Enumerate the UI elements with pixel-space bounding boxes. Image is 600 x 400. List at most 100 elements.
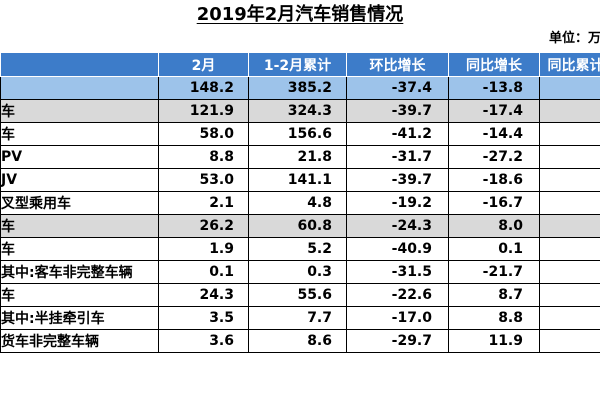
cell-yoy-growth[interactable]: -17.4: [448, 99, 540, 123]
category-label: JV: [1, 172, 18, 188]
cell-feb[interactable]: 26.2: [158, 214, 249, 238]
cell-yoy-growth[interactable]: 11.9: [448, 329, 540, 353]
table-row: 车 24.3 55.6 -22.6 8.7: [0, 283, 600, 307]
cell-mom-growth[interactable]: -40.9: [346, 237, 449, 261]
cell-yoy-cumulative[interactable]: [539, 283, 600, 307]
table-row: 货车非完整车辆 3.6 8.6 -29.7 11.9: [0, 329, 600, 353]
cell-category[interactable]: 车: [0, 237, 159, 261]
cell-category[interactable]: 车: [0, 214, 159, 238]
cell-yoy-cumulative[interactable]: [539, 237, 600, 261]
table-row: 148.2 385.2 -37.4 -13.8: [0, 76, 600, 100]
cell-yoy-growth[interactable]: 8.7: [448, 283, 540, 307]
cell-category[interactable]: 其中:半挂牵引车: [0, 306, 159, 330]
column-header-category[interactable]: [0, 52, 159, 77]
category-label: 其中:客车非完整车辆: [1, 265, 133, 281]
cell-category[interactable]: 其中:客车非完整车辆: [0, 260, 159, 284]
cell-yoy-cumulative[interactable]: [539, 329, 600, 353]
cell-cumulative[interactable]: 141.1: [248, 168, 347, 192]
cell-mom-growth[interactable]: -41.2: [346, 122, 449, 146]
cell-cumulative[interactable]: 0.3: [248, 260, 347, 284]
cell-cumulative[interactable]: 8.6: [248, 329, 347, 353]
cell-yoy-cumulative[interactable]: [539, 122, 600, 146]
column-header-cumulative[interactable]: 1-2月累计: [248, 52, 347, 77]
cell-cumulative[interactable]: 60.8: [248, 214, 347, 238]
category-label: 车: [1, 104, 16, 120]
cell-yoy-cumulative[interactable]: [539, 145, 600, 169]
cell-mom-growth[interactable]: -31.5: [346, 260, 449, 284]
column-header-yoy-growth[interactable]: 同比增长: [448, 52, 540, 77]
sales-table: 2月 1-2月累计 环比增长 同比增长 同比累计 148.2 385.2 -37.4…: [0, 52, 600, 353]
cell-feb[interactable]: 0.1: [158, 260, 249, 284]
cell-cumulative[interactable]: 4.8: [248, 191, 347, 215]
cell-feb[interactable]: 53.0: [158, 168, 249, 192]
cell-category[interactable]: 车: [0, 99, 159, 123]
cell-cumulative[interactable]: 156.6: [248, 122, 347, 146]
cell-category[interactable]: [0, 76, 159, 100]
cell-yoy-cumulative[interactable]: [539, 99, 600, 123]
unit-label: 单位：万: [549, 31, 600, 46]
cell-yoy-growth[interactable]: -16.7: [448, 191, 540, 215]
category-label: 车: [1, 127, 16, 143]
category-label: 车: [1, 288, 16, 304]
cell-mom-growth[interactable]: -29.7: [346, 329, 449, 353]
cell-mom-growth[interactable]: -37.4: [346, 76, 449, 100]
cell-category[interactable]: 车: [0, 283, 159, 307]
cell-mom-growth[interactable]: -39.7: [346, 99, 449, 123]
cell-feb[interactable]: 3.6: [158, 329, 249, 353]
cell-feb[interactable]: 58.0: [158, 122, 249, 146]
cell-mom-growth[interactable]: -22.6: [346, 283, 449, 307]
cell-category[interactable]: PV: [0, 145, 159, 169]
table-row: JV 53.0 141.1 -39.7 -18.6: [0, 168, 600, 192]
cell-category[interactable]: 货车非完整车辆: [0, 329, 159, 353]
cell-cumulative[interactable]: 55.6: [248, 283, 347, 307]
cell-cumulative[interactable]: 324.3: [248, 99, 347, 123]
cell-mom-growth[interactable]: -24.3: [346, 214, 449, 238]
cell-yoy-growth[interactable]: -14.4: [448, 122, 540, 146]
table-row: 其中:客车非完整车辆 0.1 0.3 -31.5 -21.7: [0, 260, 600, 284]
sheet-title: 2019年2月汽车销售情况: [196, 4, 404, 25]
cell-yoy-growth[interactable]: -27.2: [448, 145, 540, 169]
cell-yoy-cumulative[interactable]: [539, 76, 600, 100]
table-row: 其中:半挂牵引车 3.5 7.7 -17.0 8.8: [0, 306, 600, 330]
cell-category[interactable]: JV: [0, 168, 159, 192]
cell-category[interactable]: 车: [0, 122, 159, 146]
cell-yoy-growth[interactable]: -21.7: [448, 260, 540, 284]
cell-feb[interactable]: 148.2: [158, 76, 249, 100]
category-label: 叉型乘用车: [1, 196, 72, 212]
column-header-mom-growth[interactable]: 环比增长: [346, 52, 449, 77]
header-row: 2月 1-2月累计 环比增长 同比增长 同比累计: [0, 52, 600, 77]
cell-feb[interactable]: 8.8: [158, 145, 249, 169]
category-label: 货车非完整车辆: [1, 334, 100, 350]
sales-table-container: 2月 1-2月累计 环比增长 同比增长 同比累计 148.2 385.2 -37.4…: [0, 52, 600, 400]
cell-feb[interactable]: 2.1: [158, 191, 249, 215]
cell-yoy-growth[interactable]: 8.8: [448, 306, 540, 330]
cell-yoy-cumulative[interactable]: [539, 168, 600, 192]
cell-feb[interactable]: 121.9: [158, 99, 249, 123]
table-row: PV 8.8 21.8 -31.7 -27.2: [0, 145, 600, 169]
column-header-feb[interactable]: 2月: [158, 52, 249, 77]
table-row: 叉型乘用车 2.1 4.8 -19.2 -16.7: [0, 191, 600, 215]
cell-cumulative[interactable]: 5.2: [248, 237, 347, 261]
cell-yoy-growth[interactable]: -18.6: [448, 168, 540, 192]
cell-mom-growth[interactable]: -17.0: [346, 306, 449, 330]
cell-yoy-cumulative[interactable]: [539, 306, 600, 330]
cell-yoy-growth[interactable]: 8.0: [448, 214, 540, 238]
column-header-yoy-cumulative[interactable]: 同比累计: [539, 52, 600, 77]
cell-cumulative[interactable]: 21.8: [248, 145, 347, 169]
cell-feb[interactable]: 1.9: [158, 237, 249, 261]
cell-yoy-cumulative[interactable]: [539, 260, 600, 284]
cell-category[interactable]: 叉型乘用车: [0, 191, 159, 215]
cell-yoy-cumulative[interactable]: [539, 191, 600, 215]
cell-yoy-cumulative[interactable]: [539, 214, 600, 238]
cell-cumulative[interactable]: 7.7: [248, 306, 347, 330]
table-row: 车 121.9 324.3 -39.7 -17.4: [0, 99, 600, 123]
cell-feb[interactable]: 3.5: [158, 306, 249, 330]
table-row: 车 58.0 156.6 -41.2 -14.4: [0, 122, 600, 146]
cell-yoy-growth[interactable]: 0.1: [448, 237, 540, 261]
cell-mom-growth[interactable]: -39.7: [346, 168, 449, 192]
cell-yoy-growth[interactable]: -13.8: [448, 76, 540, 100]
cell-feb[interactable]: 24.3: [158, 283, 249, 307]
cell-cumulative[interactable]: 385.2: [248, 76, 347, 100]
cell-mom-growth[interactable]: -19.2: [346, 191, 449, 215]
cell-mom-growth[interactable]: -31.7: [346, 145, 449, 169]
